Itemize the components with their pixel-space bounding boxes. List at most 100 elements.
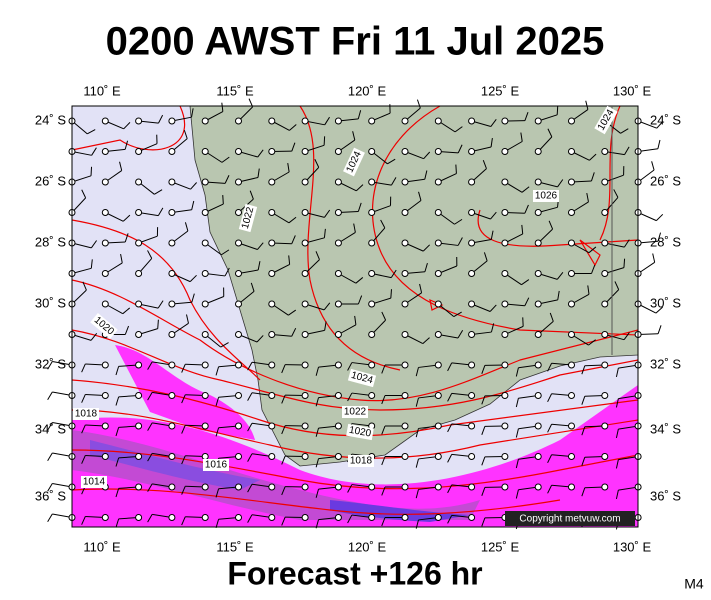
barb-flag xyxy=(447,393,453,402)
barb-station xyxy=(568,209,575,216)
barb-station xyxy=(301,361,309,369)
barb-station xyxy=(201,392,209,399)
barb-flag xyxy=(419,283,423,293)
barb-flag xyxy=(381,395,386,405)
barb-station xyxy=(201,483,209,491)
barb-flag xyxy=(424,170,428,180)
barb-station xyxy=(568,300,575,308)
barb-station xyxy=(401,239,409,247)
isobar-label-text: 1018 xyxy=(75,409,98,420)
isobar xyxy=(71,329,639,411)
barb-flag xyxy=(154,189,163,195)
barb-station xyxy=(534,178,542,186)
barb-flag xyxy=(481,395,486,405)
barb-station xyxy=(268,514,276,521)
barb-flag xyxy=(581,396,586,405)
isobar-label-text: 1016 xyxy=(205,460,228,471)
barb-flag xyxy=(357,295,363,305)
barb-flag xyxy=(215,366,220,376)
barb-station xyxy=(268,270,276,277)
barb-station xyxy=(201,422,209,430)
barb-flag xyxy=(324,116,330,126)
longitude-label: 115˚ E xyxy=(216,83,254,98)
barb-station xyxy=(501,331,509,338)
barb-station xyxy=(201,270,209,277)
barb-flag xyxy=(520,132,523,142)
barb-flag xyxy=(324,209,331,218)
barb-flag xyxy=(122,307,131,315)
barb-flag xyxy=(315,488,319,498)
barb-flag xyxy=(287,163,290,173)
barb-station xyxy=(601,483,609,491)
barb-flag xyxy=(82,281,87,291)
barb-station xyxy=(401,422,409,430)
barb-station xyxy=(434,178,442,186)
barb-station xyxy=(601,148,609,155)
barb-flag xyxy=(588,246,597,254)
barb-flag xyxy=(215,397,220,407)
barb-flag xyxy=(47,422,53,431)
barb-station xyxy=(235,178,242,186)
copyright: Copyright metvuw.com xyxy=(519,514,620,525)
barb-station xyxy=(534,239,542,247)
barb-flag xyxy=(481,487,486,496)
barb-station xyxy=(368,331,376,338)
isobar-label-box xyxy=(594,105,618,135)
latitude-label: 24˚ S xyxy=(35,112,66,127)
barb-station xyxy=(334,331,342,338)
barb-flag xyxy=(591,264,596,274)
isobar-label: 1020 xyxy=(346,423,374,441)
isobar xyxy=(71,488,561,515)
isobar-label-box xyxy=(343,147,365,177)
barb-flag xyxy=(547,424,553,433)
barb-station xyxy=(434,300,442,308)
barb-station xyxy=(568,178,575,186)
isobar xyxy=(477,209,639,247)
barb-flag xyxy=(381,517,386,527)
barb-flag xyxy=(315,458,319,468)
barb-station xyxy=(101,300,109,308)
barb-flag xyxy=(147,514,153,523)
barb-flag xyxy=(90,332,98,341)
barb-flag xyxy=(81,455,86,464)
barb-station xyxy=(301,300,309,308)
barb-station xyxy=(235,239,242,247)
barb-flag xyxy=(423,151,431,160)
barb-flag xyxy=(222,195,224,205)
barb-station xyxy=(401,178,409,186)
isobar-label: 1016 xyxy=(203,459,229,471)
barb-flag xyxy=(415,458,419,468)
barb-flag xyxy=(515,489,519,499)
barb-flag xyxy=(390,269,397,278)
barb-station xyxy=(534,453,542,460)
barb-station xyxy=(568,331,575,338)
isobar-label: 1022 xyxy=(342,406,368,418)
barb-station xyxy=(468,117,476,125)
barb-flag xyxy=(157,300,164,309)
barb-flag xyxy=(347,392,353,402)
barb-flag xyxy=(524,204,529,214)
barb-flag xyxy=(81,394,86,403)
barb-station xyxy=(468,270,476,277)
barb-flag xyxy=(158,114,164,124)
barb-station xyxy=(101,148,109,155)
barb-flag xyxy=(556,105,559,115)
barb-flag xyxy=(157,207,164,216)
barb-station xyxy=(301,331,309,338)
barb-station xyxy=(434,422,442,430)
barb-flag xyxy=(324,321,327,331)
barb-flag xyxy=(257,149,264,158)
barb-flag xyxy=(221,156,230,163)
barb-flag xyxy=(288,255,291,265)
barb-flag xyxy=(613,189,619,198)
barb-flag xyxy=(183,129,188,139)
barb-flag xyxy=(191,200,195,210)
barb-station xyxy=(235,300,242,308)
barb-station xyxy=(168,392,176,399)
barb-station xyxy=(501,361,509,369)
isobar xyxy=(599,105,621,241)
barb-station xyxy=(135,483,143,491)
barb-flag xyxy=(90,240,98,249)
barb-flag xyxy=(157,319,159,329)
